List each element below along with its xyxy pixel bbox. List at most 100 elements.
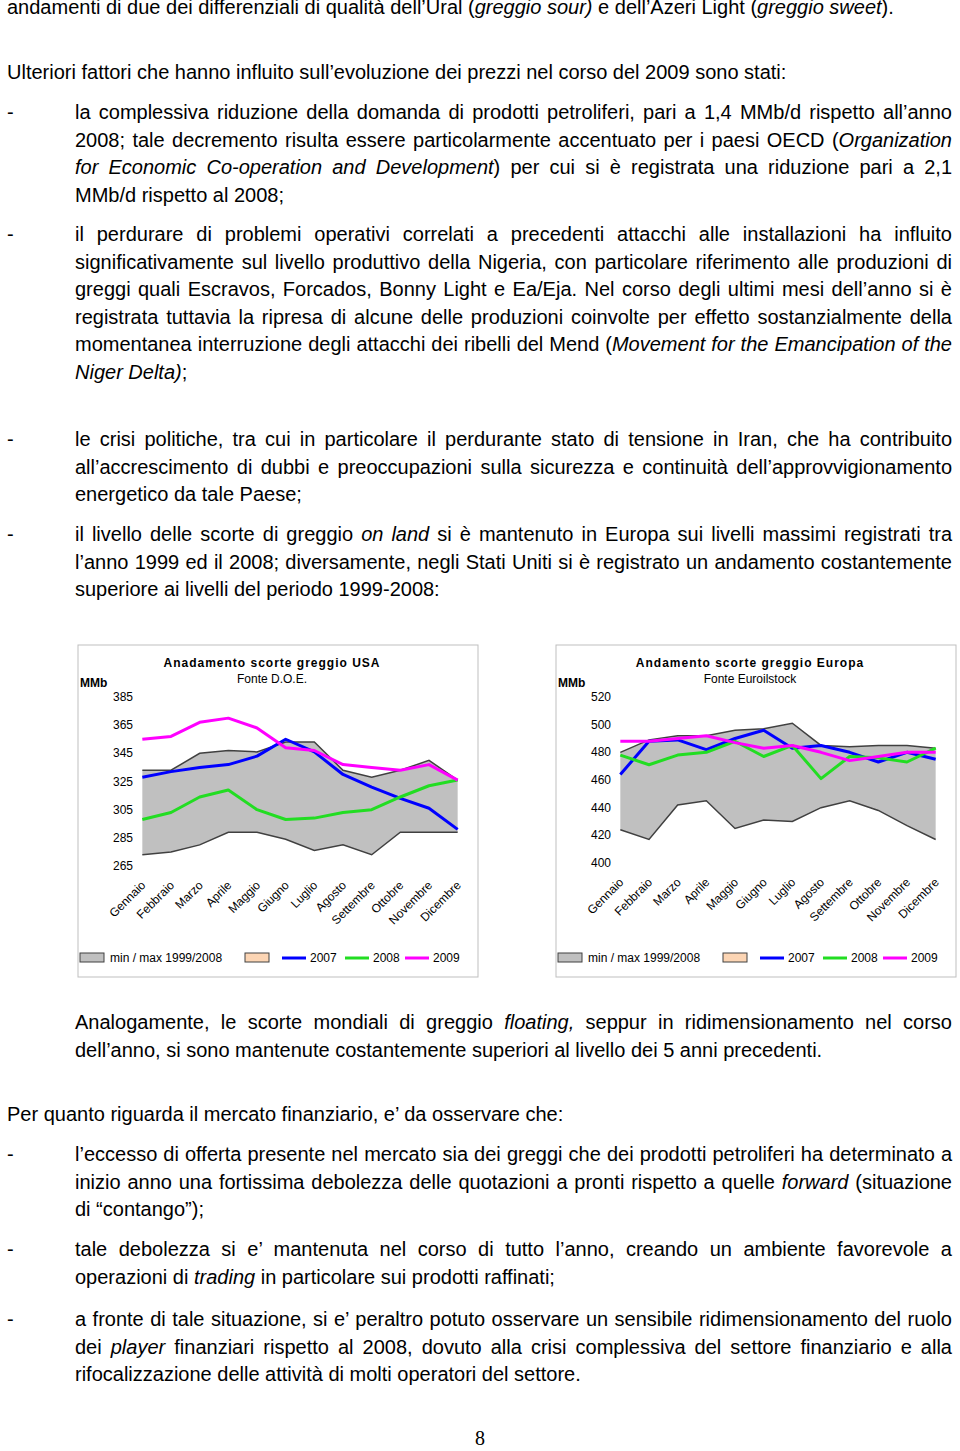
range-min-line — [142, 832, 457, 855]
chart-subtitle: Fonte D.O.E. — [237, 672, 307, 686]
text-run: la complessiva riduzione della domanda d… — [75, 101, 952, 151]
bullet-marker: - — [7, 426, 14, 454]
range-area — [620, 723, 935, 839]
x-tick-label: Maggio — [225, 878, 263, 916]
bullet-text: a fronte di tale situazione, si e’ peral… — [75, 1306, 952, 1389]
paragraph: andamenti di due dei differenziali di qu… — [7, 0, 952, 22]
y-tick-label: 285 — [113, 831, 133, 845]
y-tick-label: 440 — [591, 801, 611, 815]
y-tick-label: 400 — [591, 856, 611, 870]
legend-label: 2008 — [851, 951, 878, 965]
x-tick-label: Dicembre — [418, 878, 464, 924]
legend-swatch — [80, 953, 104, 962]
y-tick-label: 345 — [113, 746, 133, 760]
x-tick-label: Maggio — [703, 875, 741, 913]
legend-label: 2009 — [911, 951, 938, 965]
legend-line — [883, 957, 907, 960]
y-tick-label: 460 — [591, 773, 611, 787]
legend-line — [345, 957, 369, 960]
series-line — [620, 736, 935, 761]
legend-swatch — [723, 953, 747, 962]
bullet-text: la complessiva riduzione della domanda d… — [75, 99, 952, 209]
page-number: 8 — [0, 1427, 960, 1450]
text-run: e dell’Azeri Light ( — [593, 0, 758, 18]
legend-line — [823, 957, 847, 960]
bullet-text: l’eccesso di offerta presente nel mercat… — [75, 1141, 952, 1224]
charts-canvas: Anadamento scorte greggio USA Fonte D.O.E… — [0, 0, 960, 1451]
chart-subtitle: Fonte Euroilstock — [704, 672, 798, 686]
text-run: finanziari rispetto al 2008, dovuto alla… — [75, 1336, 952, 1386]
legend-swatch — [558, 953, 582, 962]
series-line — [142, 739, 457, 829]
y-tick-label: 420 — [591, 828, 611, 842]
bullet-marker: - — [7, 1141, 14, 1169]
paragraph: Per quanto riguarda il mercato finanziar… — [7, 1101, 952, 1129]
text-run: trading — [194, 1266, 255, 1288]
x-tick-label: Dicembre — [896, 875, 942, 921]
paragraph: Analogamente, le scorte mondiali di greg… — [75, 1009, 952, 1064]
legend-label: 2007 — [788, 951, 815, 965]
text-run: on land — [361, 523, 429, 545]
text-run: ; — [182, 361, 188, 383]
bullet-text: il livello delle scorte di greggio on la… — [75, 521, 952, 604]
bullet-marker: - — [7, 99, 14, 127]
text-run: le crisi politiche, tra cui in particola… — [75, 428, 952, 505]
bullet-marker: - — [7, 1236, 14, 1264]
page: andamenti di due dei differenziali di qu… — [0, 0, 960, 1451]
range-min-line — [620, 801, 935, 840]
paragraph: Ulteriori fattori che hanno influito sul… — [7, 59, 952, 87]
text-run: greggio sour) — [475, 0, 593, 18]
text-run: forward — [782, 1171, 849, 1193]
y-tick-label: 500 — [591, 718, 611, 732]
y-tick-label: 325 — [113, 775, 133, 789]
bullet-text: tale debolezza si e’ mantenuta nel corso… — [75, 1236, 952, 1291]
chart-title: Anadamento scorte greggio USA — [163, 656, 380, 670]
chart-title: Andamento scorte greggio Europa — [636, 656, 864, 670]
bullet-text: le crisi politiche, tra cui in particola… — [75, 426, 952, 509]
series-line — [142, 780, 457, 819]
text-run: player — [111, 1336, 165, 1358]
text-run: andamenti di due dei differenziali di qu… — [7, 0, 475, 18]
text-run: ). — [882, 0, 894, 18]
x-tick-label: Marzo — [172, 878, 206, 912]
y-tick-label: 265 — [113, 859, 133, 873]
bullet-marker: - — [7, 221, 14, 249]
bullet-text: il perdurare di problemi operativi corre… — [75, 221, 952, 387]
series-line — [142, 718, 457, 780]
plot-area — [620, 723, 935, 839]
legend-line — [405, 957, 429, 960]
y-tick-label: 520 — [591, 690, 611, 704]
x-tick-label: Settembre — [329, 878, 378, 927]
y-tick-label: 305 — [113, 803, 133, 817]
legend-label: 2009 — [433, 951, 460, 965]
legend-label: 2008 — [373, 951, 400, 965]
x-tick-label: Giugno — [733, 875, 770, 912]
bullet-marker: - — [7, 521, 14, 549]
bullet-marker: - — [7, 1306, 14, 1334]
text-run: Per quanto riguarda il mercato finanziar… — [7, 1103, 563, 1125]
legend-line — [282, 957, 306, 960]
text-run: Analogamente, le scorte mondiali di greg… — [75, 1011, 504, 1033]
x-tick-label: Febbraio — [612, 875, 656, 919]
legend-label: min / max 1999/2008 — [588, 951, 700, 965]
x-tick-label: Giugno — [255, 878, 292, 915]
x-tick-label: Marzo — [650, 875, 684, 909]
x-tick-label: Febbraio — [134, 878, 178, 922]
chart-frame — [78, 645, 478, 977]
text-run: Ulteriori fattori che hanno influito sul… — [7, 61, 786, 83]
legend-label: 2007 — [310, 951, 337, 965]
text-run: floating, — [504, 1011, 574, 1033]
text-run: in particolare sui prodotti raffinati; — [255, 1266, 555, 1288]
plot-area — [142, 718, 457, 855]
y-axis-label: MMb — [80, 676, 107, 690]
text-run: il livello delle scorte di greggio — [75, 523, 361, 545]
y-axis-label: MMb — [558, 676, 585, 690]
text-run: greggio sweet — [757, 0, 882, 18]
y-tick-label: 480 — [591, 745, 611, 759]
legend-line — [760, 957, 784, 960]
y-tick-label: 365 — [113, 718, 133, 732]
x-tick-label: Settembre — [807, 875, 856, 924]
range-area — [142, 742, 457, 855]
legend-swatch — [245, 953, 269, 962]
chart-frame — [556, 645, 956, 977]
